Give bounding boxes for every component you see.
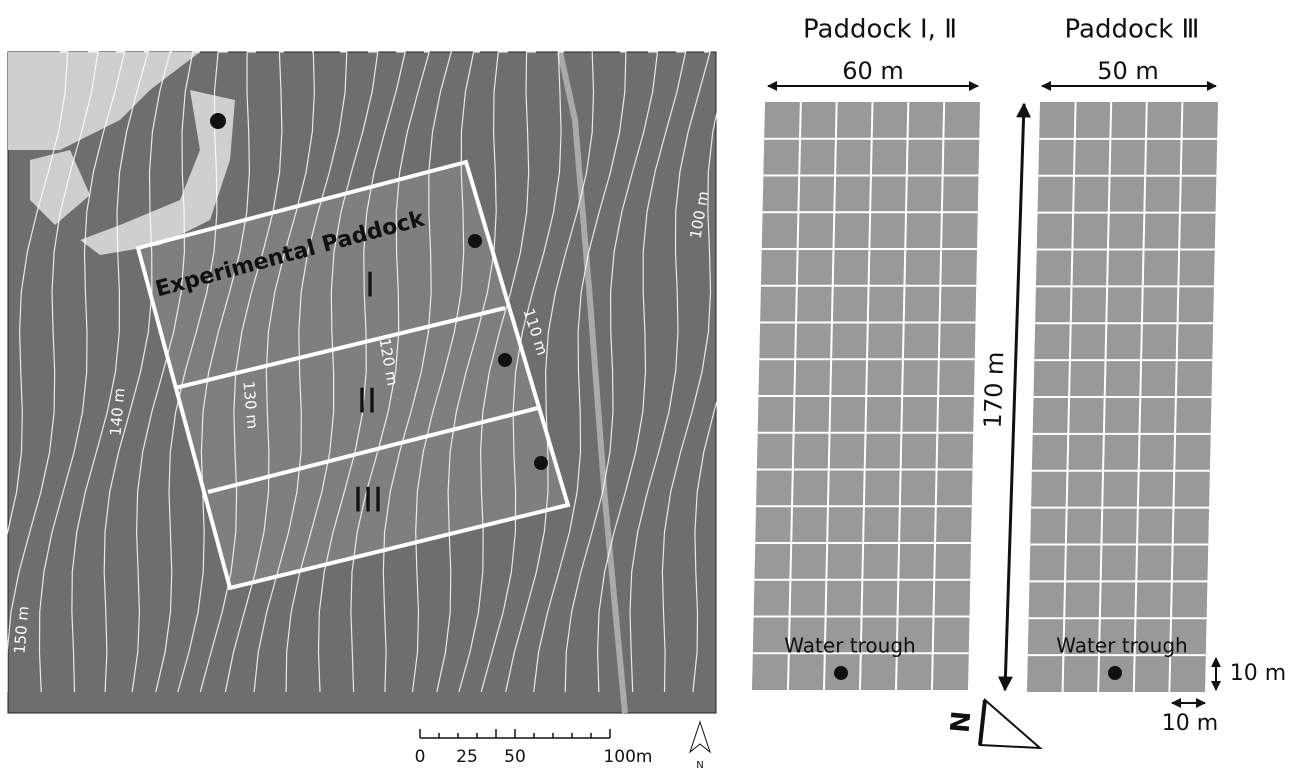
water-trough-dot bbox=[834, 666, 848, 680]
north-label: N bbox=[946, 710, 978, 734]
cell-width-label: 10 m bbox=[1162, 711, 1218, 736]
scale-label: 100m bbox=[603, 747, 652, 767]
length-label: 170 m bbox=[979, 351, 1010, 429]
north-label: N bbox=[696, 760, 703, 771]
scale-label: 25 bbox=[456, 747, 478, 767]
paddock-title: Paddock Ⅲ bbox=[1065, 15, 1200, 45]
paddock-title: Paddock Ⅰ, Ⅱ bbox=[803, 15, 957, 45]
trough-label: Water trough bbox=[784, 634, 915, 658]
paddock-label: I bbox=[365, 266, 375, 306]
compass bbox=[980, 700, 1040, 748]
page: {"map": {"title": "Experimental Paddock"… bbox=[0, 0, 1298, 772]
trough-label: Water trough bbox=[1056, 634, 1187, 658]
cell-height-label: 10 m bbox=[1230, 661, 1286, 686]
scale-label: 50 bbox=[504, 747, 526, 767]
water-trough-dot bbox=[534, 456, 548, 470]
water-trough-dot bbox=[468, 234, 482, 248]
dimension-arrow bbox=[1005, 104, 1024, 690]
figure: Experimental Paddock I II III 100 m 110 … bbox=[0, 0, 1298, 772]
water-trough-dot bbox=[498, 353, 512, 367]
water-trough-dot bbox=[1108, 666, 1122, 680]
width-label: 50 m bbox=[1097, 57, 1159, 85]
paddock-label: III bbox=[353, 481, 383, 521]
location-dot bbox=[210, 113, 226, 129]
aerial-map: Experimental Paddock I II III 100 m 110 … bbox=[0, 52, 760, 713]
north-arrow bbox=[690, 722, 710, 752]
paddock-label: II bbox=[357, 382, 377, 422]
scale-label: 0 bbox=[415, 747, 426, 767]
width-label: 60 m bbox=[842, 57, 904, 85]
scale-bar: 0 25 50 100m N bbox=[415, 722, 710, 771]
